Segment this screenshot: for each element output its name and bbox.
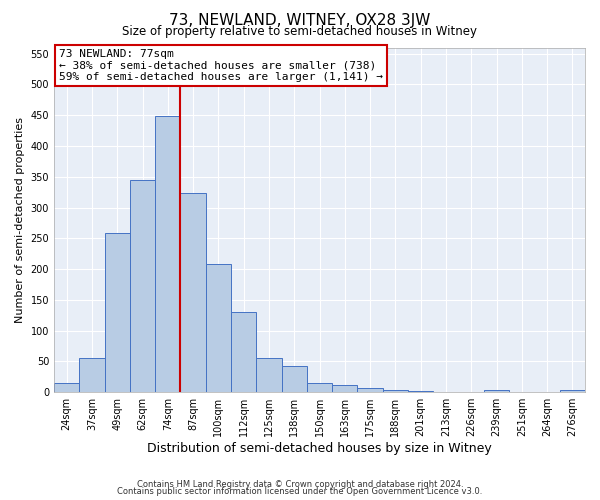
- Bar: [358, 388, 383, 392]
- Bar: [155, 116, 181, 392]
- Bar: [54, 383, 79, 392]
- Bar: [408, 391, 433, 392]
- Text: Size of property relative to semi-detached houses in Witney: Size of property relative to semi-detach…: [122, 25, 478, 38]
- Text: Contains public sector information licensed under the Open Government Licence v3: Contains public sector information licen…: [118, 487, 482, 496]
- Text: Contains HM Land Registry data © Crown copyright and database right 2024.: Contains HM Land Registry data © Crown c…: [137, 480, 463, 489]
- Bar: [206, 264, 231, 392]
- Bar: [181, 194, 206, 392]
- Bar: [104, 234, 130, 392]
- Bar: [484, 390, 509, 392]
- X-axis label: Distribution of semi-detached houses by size in Witney: Distribution of semi-detached houses by …: [147, 442, 492, 455]
- Bar: [560, 390, 585, 392]
- Bar: [130, 180, 155, 392]
- Bar: [231, 312, 256, 392]
- Text: 73 NEWLAND: 77sqm
← 38% of semi-detached houses are smaller (738)
59% of semi-de: 73 NEWLAND: 77sqm ← 38% of semi-detached…: [59, 49, 383, 82]
- Bar: [383, 390, 408, 392]
- Y-axis label: Number of semi-detached properties: Number of semi-detached properties: [15, 117, 25, 323]
- Bar: [332, 386, 358, 392]
- Bar: [79, 358, 104, 392]
- Bar: [256, 358, 281, 392]
- Text: 73, NEWLAND, WITNEY, OX28 3JW: 73, NEWLAND, WITNEY, OX28 3JW: [169, 12, 431, 28]
- Bar: [281, 366, 307, 392]
- Bar: [307, 383, 332, 392]
